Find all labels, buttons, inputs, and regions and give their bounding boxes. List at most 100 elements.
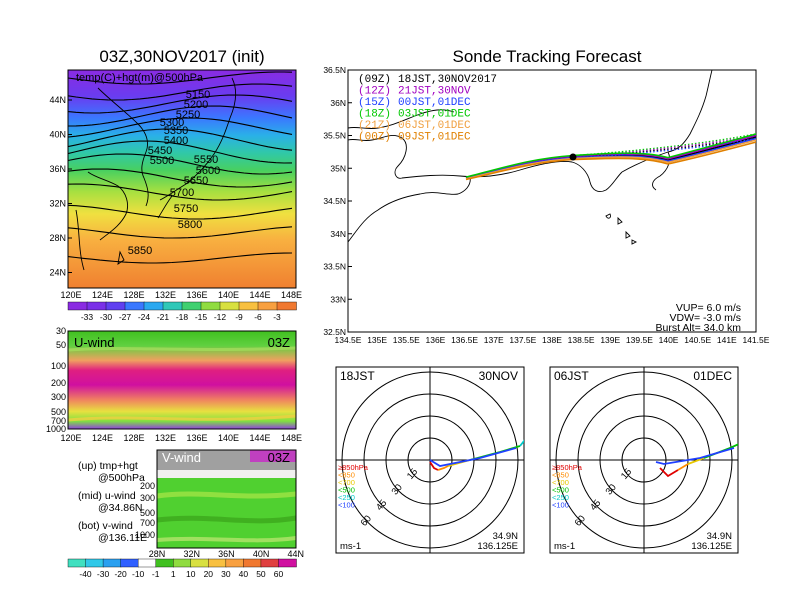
- hodo-right-trace: [659, 467, 679, 478]
- track-y-tick: 36.5N: [323, 65, 346, 75]
- sonde-tracks: [465, 133, 756, 181]
- legend-line1b: @500hPa: [98, 472, 145, 484]
- colorbar-label: -15: [195, 312, 208, 322]
- colorbar-swatch: [155, 558, 174, 568]
- height-contour: [68, 204, 293, 220]
- colorbar-label: -21: [157, 312, 170, 322]
- track-x-tick: 136.5E: [451, 335, 478, 345]
- colorbar-label: -6: [254, 312, 262, 322]
- colorbar-swatch: [257, 301, 278, 311]
- height-contour: [68, 71, 293, 85]
- colorbar-label: -12: [214, 312, 227, 322]
- track-x-tick: 135E: [367, 335, 387, 345]
- height-contour: [68, 153, 293, 175]
- main-map-label: temp(C)+hgt(m)@500hPa: [76, 72, 204, 84]
- sonde-track-line: [465, 141, 756, 181]
- contour-label: 5550: [194, 154, 218, 166]
- main-y-tick: 32N: [49, 199, 66, 209]
- colorbar-label: 1: [171, 569, 176, 579]
- main-map-frame: [67, 69, 297, 289]
- launch-point-marker: [569, 153, 577, 161]
- hodo-right-lon: 136.125E: [691, 541, 732, 552]
- hodo-right-trace: [752, 436, 760, 438]
- colorbar-swatch: [278, 558, 297, 568]
- vwind-time: 03Z: [268, 450, 290, 465]
- colorbar-swatch: [124, 301, 145, 311]
- main-x-tick: 132E: [155, 290, 176, 300]
- colorbar-swatch: [276, 301, 297, 311]
- uwind-time: 03Z: [268, 335, 290, 350]
- colorbar-label: 50: [256, 569, 266, 579]
- colorbar-swatch: [225, 558, 245, 568]
- hodo-left-trace: [429, 461, 439, 471]
- contour-label: 5600: [196, 165, 220, 177]
- burst-alt-text: Burst Alt= 34.0 km: [656, 322, 742, 334]
- hodo-left-level: ≥850hPa: [338, 463, 369, 472]
- hodo-right-level: <500: [552, 486, 569, 495]
- colorbar-swatch: [190, 558, 210, 568]
- height-contour: [68, 117, 293, 138]
- colorbar-swatch: [67, 301, 88, 311]
- colorbar-label: -9: [235, 312, 243, 322]
- launch-jst: 03JST,01DEC: [398, 109, 471, 121]
- hodo-left-level: <500: [338, 486, 355, 495]
- track-y-tick: 36N: [330, 98, 346, 108]
- contour-label: 5400: [164, 135, 188, 147]
- colorbar-swatch: [85, 558, 104, 568]
- main-x-tick: 144E: [249, 290, 270, 300]
- wind-colorbar: [67, 558, 297, 568]
- uwind-y-tick: 50: [56, 340, 66, 350]
- vwind-y-tick: 500: [140, 508, 155, 518]
- vwind-x-tick: 28N: [149, 549, 166, 559]
- contour-label: 5350: [164, 125, 188, 137]
- legend-line3a: (bot) v-wind: [78, 520, 133, 532]
- legend-line3b: @136.11E: [98, 532, 147, 544]
- contour-label: 5450: [148, 145, 172, 157]
- colorbar-swatch: [208, 558, 227, 568]
- uwind-x-tick: 144E: [249, 433, 270, 443]
- uwind-label: U-wind: [74, 335, 114, 350]
- vwind-frame: [156, 449, 297, 549]
- main-y-tick: 36N: [49, 164, 66, 174]
- track-y-tick: 35.5N: [323, 131, 346, 141]
- uwind-x-tick: 128E: [123, 433, 144, 443]
- colorbar-swatch: [143, 301, 164, 311]
- temperature-colorbar: [67, 301, 297, 311]
- track-x-tick: 141.5E: [742, 335, 769, 345]
- legend-line2a: (mid) u-wind: [78, 490, 136, 502]
- sonde-track-line: [465, 133, 756, 178]
- vwind-x-tick: 40N: [253, 549, 270, 559]
- hodo-left-level: <250: [338, 493, 355, 502]
- hodo-left-level: <700: [338, 478, 355, 487]
- vwind-y-tick: 300: [140, 493, 155, 503]
- contour-label: 5250: [176, 109, 200, 121]
- uwind-x-tick: 120E: [60, 433, 81, 443]
- sonde-track-line: [465, 139, 756, 180]
- uwind-y-tick: 1000: [46, 424, 66, 434]
- track-x-tick: 138E: [542, 335, 562, 345]
- colorbar-label: 20: [204, 569, 214, 579]
- hodo-right-unit: ms-1: [554, 541, 575, 552]
- hodo-right-trace: [677, 463, 689, 471]
- main-x-tick: 140E: [218, 290, 239, 300]
- vup-text: VUP= 6.0 m/s: [676, 302, 741, 314]
- uwind-x-tick: 132E: [155, 433, 176, 443]
- colorbar-label: 60: [274, 569, 284, 579]
- colorbar-swatch: [173, 558, 192, 568]
- hodo-right-time: 06JST: [554, 369, 589, 383]
- hodo-left-trace: [437, 465, 449, 471]
- contour-label: 5800: [178, 219, 202, 231]
- uwind-x-tick: 148E: [281, 433, 302, 443]
- launch-utc: (15Z): [358, 97, 391, 109]
- launch-jst: 06JST,01DEC: [398, 120, 471, 132]
- colorbar-swatch: [260, 558, 280, 568]
- vdw-text: VDW= -3.0 m/s: [670, 312, 741, 324]
- sonde-track-dots: [572, 137, 756, 159]
- hodo-left-level: <850: [338, 471, 355, 480]
- hodo-left-date: 30NOV: [479, 369, 518, 383]
- launch-utc: (00Z): [358, 132, 391, 144]
- vwind-label: V-wind: [162, 450, 201, 465]
- uwind-y-tick: 100: [51, 361, 66, 371]
- legend-line2b: @34.86N: [98, 502, 143, 514]
- colorbar-swatch: [120, 558, 139, 568]
